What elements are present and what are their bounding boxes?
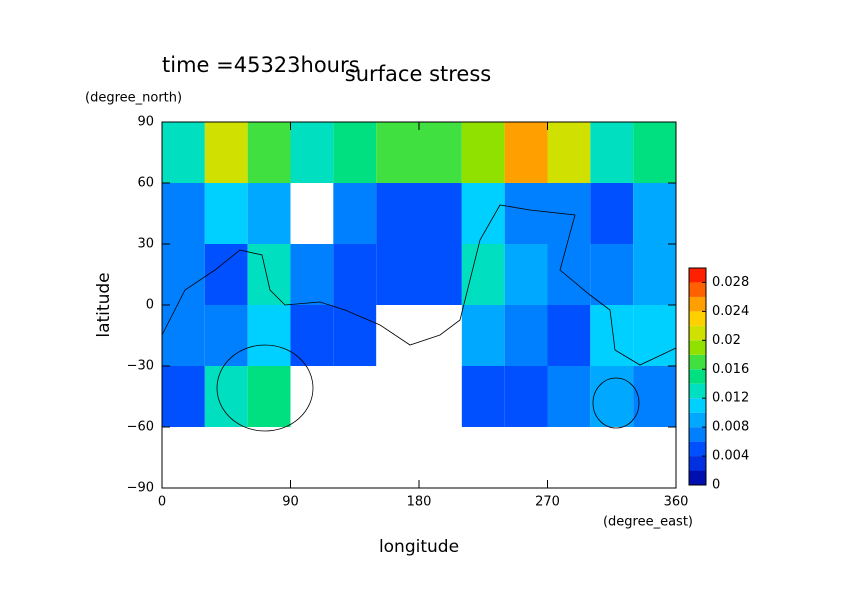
colorbar-band — [689, 441, 706, 457]
colorbar-tick-label: 0.024 — [712, 304, 749, 319]
cell — [419, 244, 462, 305]
cell — [376, 122, 419, 183]
cell — [633, 122, 676, 183]
colorbar-band — [689, 383, 706, 399]
cell — [376, 244, 419, 305]
y-tick-label: 60 — [137, 176, 154, 191]
colorbar-tick-label: 0.012 — [712, 391, 749, 406]
y-tick-label: 0 — [146, 298, 154, 313]
coastline — [592, 377, 640, 429]
cell — [247, 366, 291, 427]
cell — [419, 122, 462, 183]
y-tick-label: −60 — [127, 420, 154, 435]
y-tick-label: −90 — [127, 481, 154, 496]
cell — [204, 366, 248, 427]
colorbar-band — [689, 398, 706, 413]
colorbar-band — [689, 470, 706, 485]
colorbar-band — [689, 369, 706, 384]
chart-title: surface stress — [345, 62, 491, 86]
x-tick-label: 180 — [407, 495, 432, 510]
colorbar-band — [689, 311, 706, 326]
colorbar-band — [689, 354, 706, 370]
x-axis-label: longitude — [379, 537, 459, 557]
colorbar-band — [689, 296, 706, 312]
cell — [547, 122, 591, 183]
cell — [204, 183, 248, 244]
colorbar-tick-label: 0.016 — [712, 362, 749, 377]
cell — [461, 366, 505, 427]
cell — [247, 244, 291, 305]
colorbar-band — [689, 282, 706, 297]
colorbar-band — [689, 340, 706, 355]
cell — [590, 305, 634, 366]
cell — [590, 244, 634, 305]
cell — [290, 305, 334, 366]
colorbar-tick-label: 0.02 — [712, 333, 741, 348]
cell — [547, 305, 591, 366]
colorbar-band — [689, 427, 706, 442]
y-tick-label: −30 — [127, 359, 154, 374]
cell — [590, 122, 634, 183]
cell — [547, 183, 591, 244]
cell — [162, 305, 205, 366]
colorbar-band — [689, 456, 706, 471]
cell — [461, 244, 505, 305]
y-tick-label: 90 — [137, 115, 154, 130]
cell — [290, 244, 334, 305]
cell — [162, 183, 205, 244]
cell — [461, 305, 505, 366]
cell — [204, 122, 248, 183]
cell — [162, 244, 205, 305]
colorbar-tick-label: 0.004 — [712, 449, 749, 464]
cell — [333, 244, 377, 305]
cell — [504, 183, 548, 244]
cell — [204, 244, 248, 305]
cell — [504, 305, 548, 366]
x-tick-label: 90 — [282, 495, 299, 510]
cell — [162, 366, 205, 427]
cell — [504, 366, 548, 427]
x-tick-label: 270 — [535, 495, 560, 510]
subtitle: time =45323hours — [162, 53, 360, 77]
colorbar-frame — [688, 267, 707, 486]
coastline — [161, 204, 677, 366]
cell — [633, 244, 676, 305]
colorbar-band — [689, 412, 706, 428]
y-tick-label: 30 — [137, 237, 154, 252]
cell — [590, 366, 634, 427]
cell — [333, 183, 377, 244]
cell — [247, 183, 291, 244]
y-units: (degree_north) — [85, 91, 182, 106]
x-units: (degree_east) — [603, 515, 693, 530]
cell — [461, 122, 505, 183]
cell — [504, 244, 548, 305]
cell — [204, 305, 248, 366]
cell — [333, 122, 377, 183]
colorbar-tick-label: 0.008 — [712, 420, 749, 435]
y-axis-label: latitude — [94, 272, 114, 337]
cell — [633, 305, 676, 366]
coastline — [216, 344, 314, 432]
cell — [419, 183, 462, 244]
x-tick-label: 0 — [158, 495, 166, 510]
cell — [547, 366, 591, 427]
cell — [162, 122, 205, 183]
cell — [547, 244, 591, 305]
cell — [504, 122, 548, 183]
cell — [376, 183, 419, 244]
cell — [633, 366, 676, 427]
colorbar-tick-label: 0.028 — [712, 275, 749, 290]
cell — [247, 305, 291, 366]
colorbar-band — [689, 268, 706, 283]
x-tick-label: 360 — [664, 495, 689, 510]
colorbar-band — [689, 325, 706, 341]
field — [162, 122, 676, 427]
cell — [247, 122, 291, 183]
cell — [590, 183, 634, 244]
colorbar-tick-label: 0 — [712, 478, 720, 493]
cell — [290, 122, 334, 183]
cell — [633, 183, 676, 244]
cell — [333, 305, 377, 366]
